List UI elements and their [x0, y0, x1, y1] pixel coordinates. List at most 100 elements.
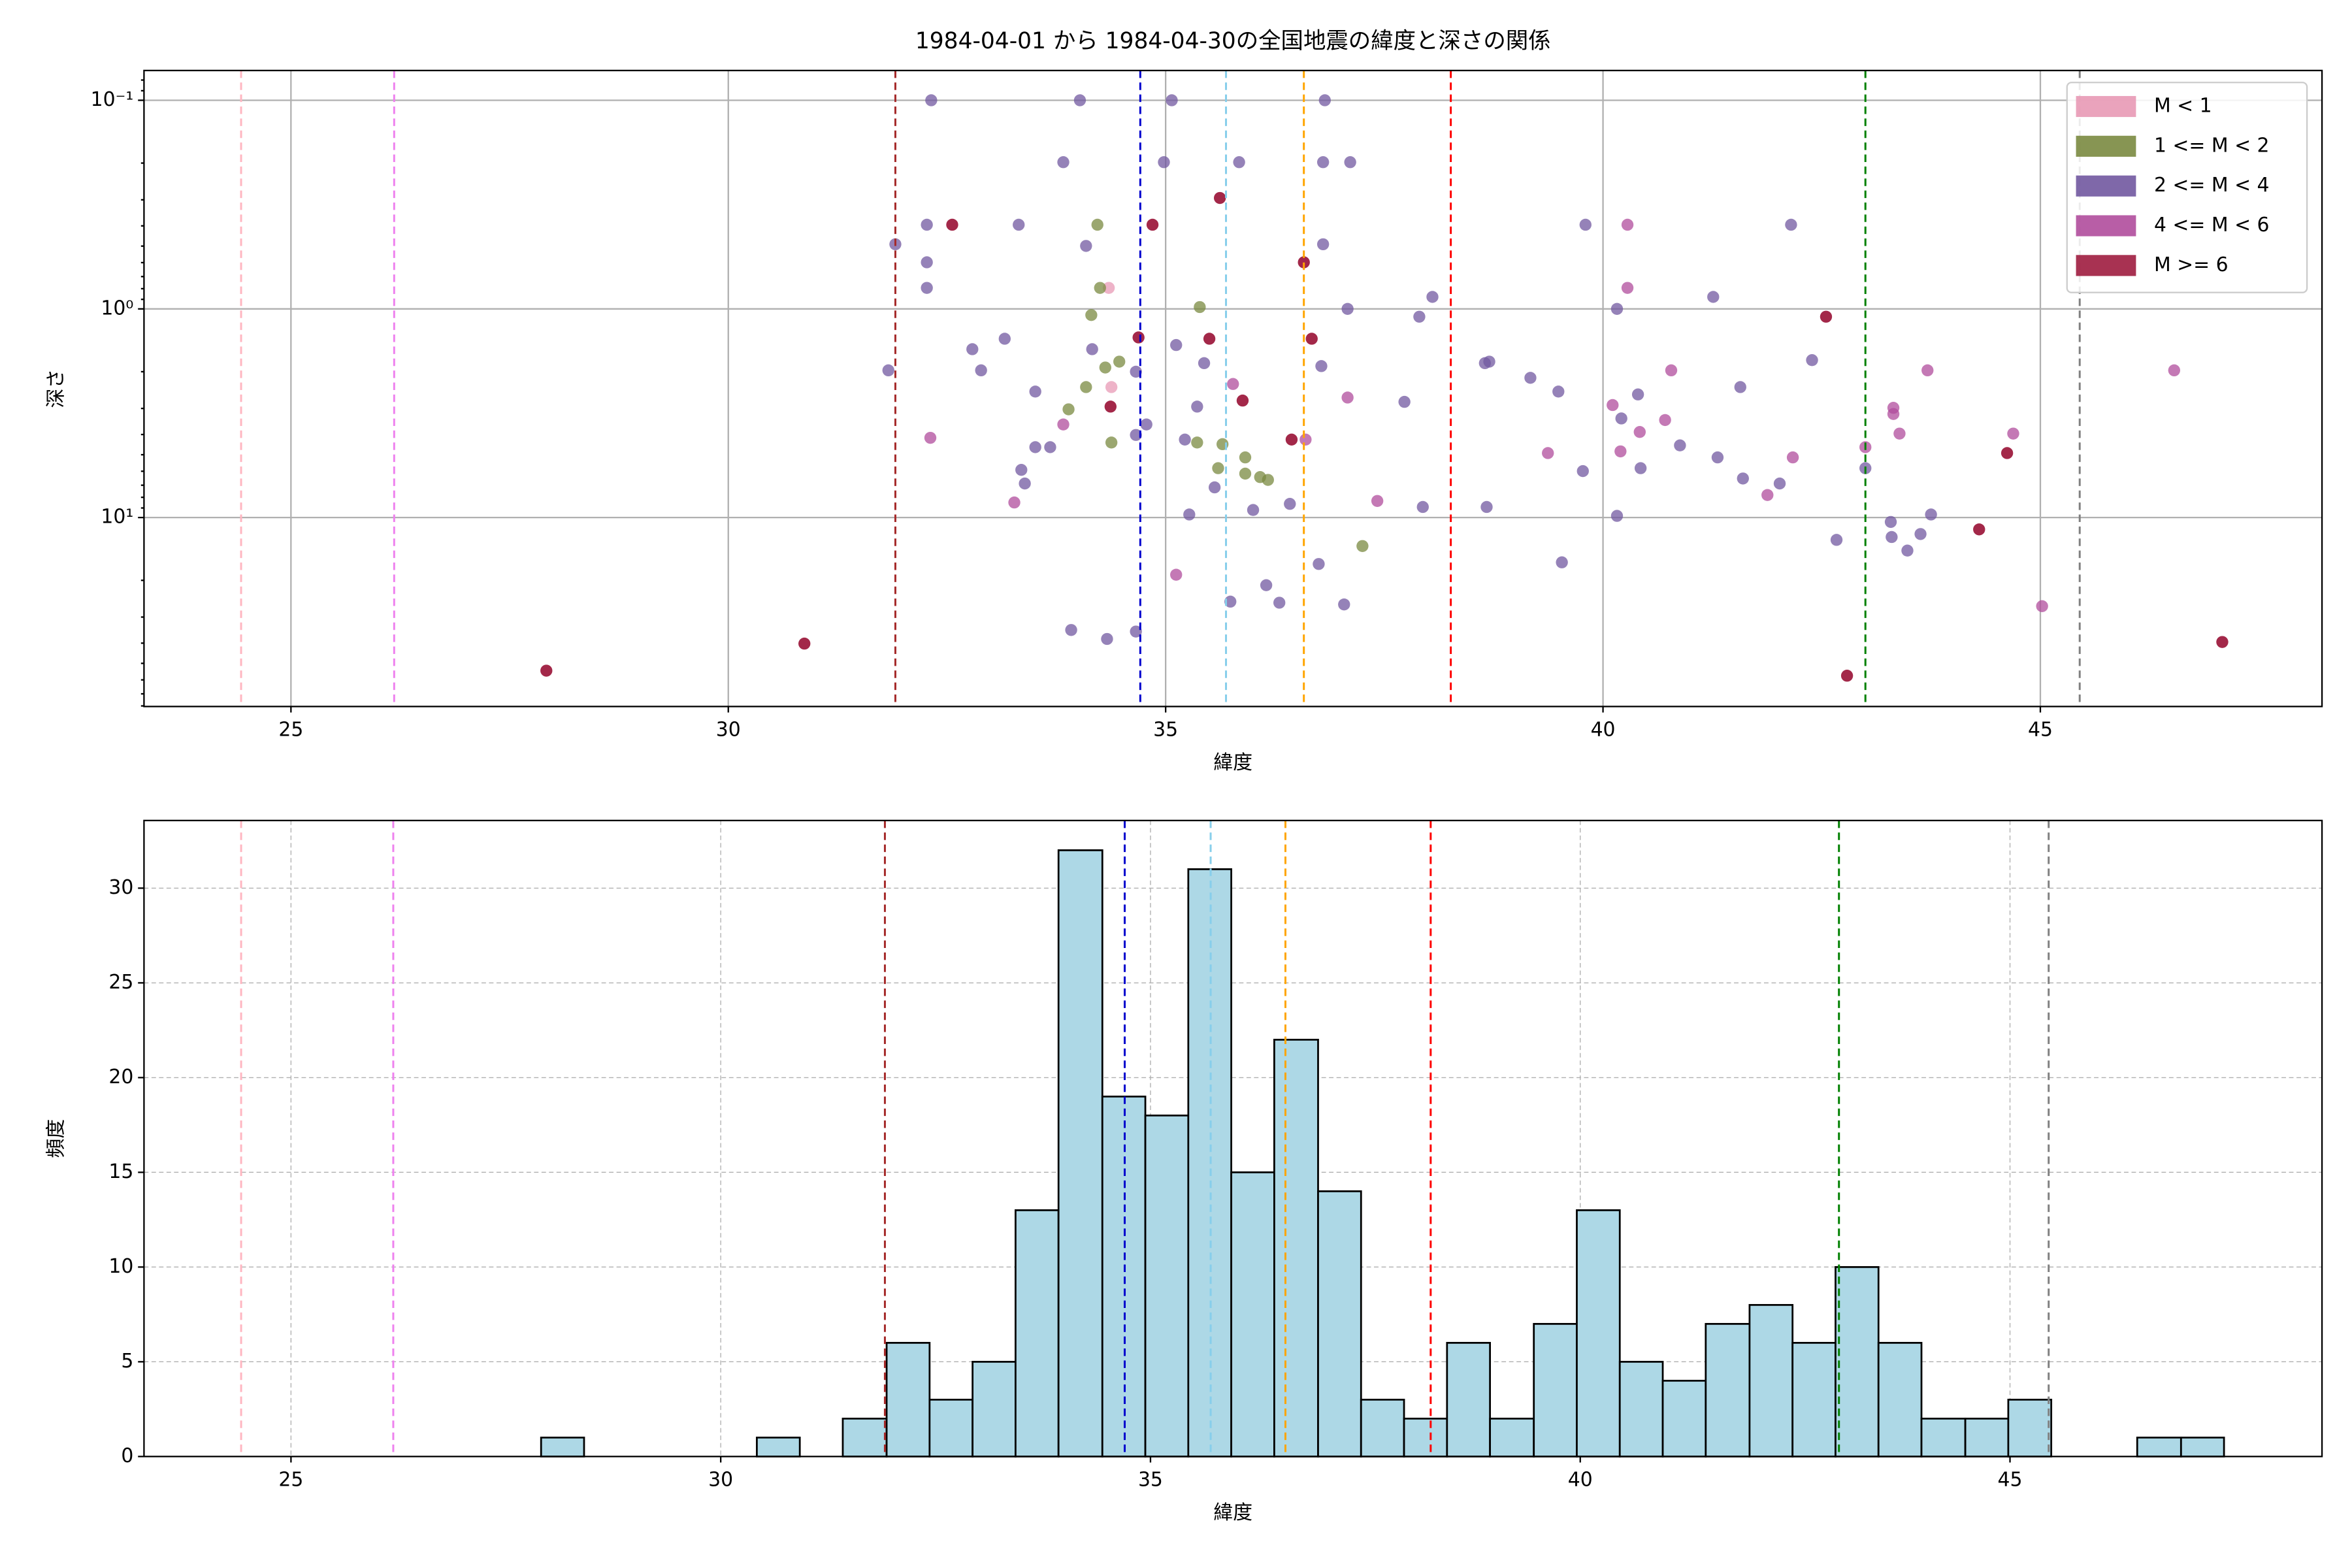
legend-swatch: [2076, 215, 2136, 237]
bar: [1748, 1303, 1794, 1458]
x-tick-label: 40: [1568, 1469, 1593, 1492]
point: [1634, 462, 1647, 474]
point: [1029, 385, 1041, 398]
point: [1886, 531, 1898, 544]
x-tick-label: 25: [278, 1469, 303, 1492]
point: [1621, 218, 1634, 231]
bar: [885, 1341, 931, 1458]
legend-swatch: [2076, 95, 2136, 118]
y-tick-label: 15: [108, 1160, 133, 1183]
x-tick-label: 40: [1591, 719, 1616, 742]
legend-label: 1 <= M < 2: [2154, 134, 2270, 157]
legend-label: M < 1: [2154, 95, 2212, 118]
x-tick-label: 25: [278, 719, 303, 742]
point: [1579, 218, 1592, 231]
point: [1284, 498, 1296, 510]
point: [1901, 544, 1914, 557]
point: [1158, 156, 1170, 169]
x-tick-label: 45: [2028, 719, 2053, 742]
legend-label: 2 <= M < 4: [2154, 174, 2270, 197]
point: [1356, 540, 1369, 552]
point: [1925, 508, 1937, 521]
point: [1318, 94, 1331, 106]
y-tick-label: 10: [108, 1255, 133, 1278]
point: [1029, 441, 1041, 453]
point: [1285, 433, 1298, 446]
point: [925, 94, 938, 106]
point: [1830, 534, 1843, 546]
point: [1398, 395, 1411, 408]
point: [1711, 451, 1724, 464]
point: [1194, 301, 1206, 314]
point: [1576, 465, 1589, 478]
point: [1013, 218, 1025, 231]
point: [1085, 309, 1098, 321]
point: [882, 364, 894, 377]
point: [1019, 477, 1031, 490]
point: [1884, 515, 1897, 529]
point: [1044, 441, 1056, 453]
point: [1737, 472, 1749, 485]
point: [921, 282, 933, 294]
point: [2168, 364, 2181, 377]
point: [1734, 381, 1746, 393]
point: [1316, 156, 1330, 169]
point: [1105, 381, 1118, 393]
point: [966, 343, 979, 355]
point: [1840, 670, 1854, 682]
point: [2036, 600, 2048, 612]
y-tick-label: 10¹: [101, 506, 133, 529]
y-tick-label: 10⁰: [101, 297, 133, 319]
point: [1113, 355, 1126, 368]
point: [1091, 218, 1103, 231]
point: [1213, 191, 1226, 204]
legend-label: M >= 6: [2154, 253, 2229, 276]
point: [1260, 579, 1273, 591]
point: [2216, 636, 2229, 648]
bar: [1877, 1341, 1923, 1458]
point: [1299, 433, 1312, 446]
point: [998, 333, 1011, 345]
point: [1212, 462, 1224, 474]
point: [1104, 400, 1117, 413]
bar: [1661, 1379, 1707, 1458]
x-tick-label: 30: [708, 1469, 733, 1492]
bar: [841, 1417, 888, 1458]
point: [1233, 156, 1245, 169]
point: [1413, 310, 1426, 323]
point: [1015, 464, 1028, 476]
bar: [756, 1436, 801, 1458]
point: [1008, 496, 1021, 509]
point: [1426, 291, 1439, 303]
point: [1416, 500, 1429, 514]
point: [1674, 439, 1686, 451]
point: [1057, 418, 1070, 431]
point: [1316, 238, 1330, 251]
point: [1262, 474, 1274, 486]
bar: [1964, 1417, 2010, 1458]
y-tick-label: 30: [108, 876, 133, 899]
point: [975, 364, 987, 377]
point: [1338, 598, 1350, 611]
point: [1313, 558, 1325, 570]
point: [1480, 500, 1493, 514]
point: [1298, 256, 1310, 269]
bar: [1618, 1360, 1664, 1458]
point: [1062, 403, 1075, 416]
point: [1371, 495, 1384, 507]
point: [1198, 357, 1211, 370]
point: [1166, 94, 1178, 106]
point: [1633, 426, 1646, 438]
bar: [1533, 1322, 1578, 1458]
bar: [1489, 1417, 1535, 1458]
point: [1785, 218, 1797, 231]
point: [1224, 595, 1237, 608]
point: [1631, 388, 1644, 400]
bar: [1576, 1209, 1621, 1458]
point: [1344, 156, 1356, 169]
point: [1102, 282, 1115, 294]
point: [1170, 568, 1183, 581]
y-axis-label: 頻度: [45, 1119, 68, 1158]
